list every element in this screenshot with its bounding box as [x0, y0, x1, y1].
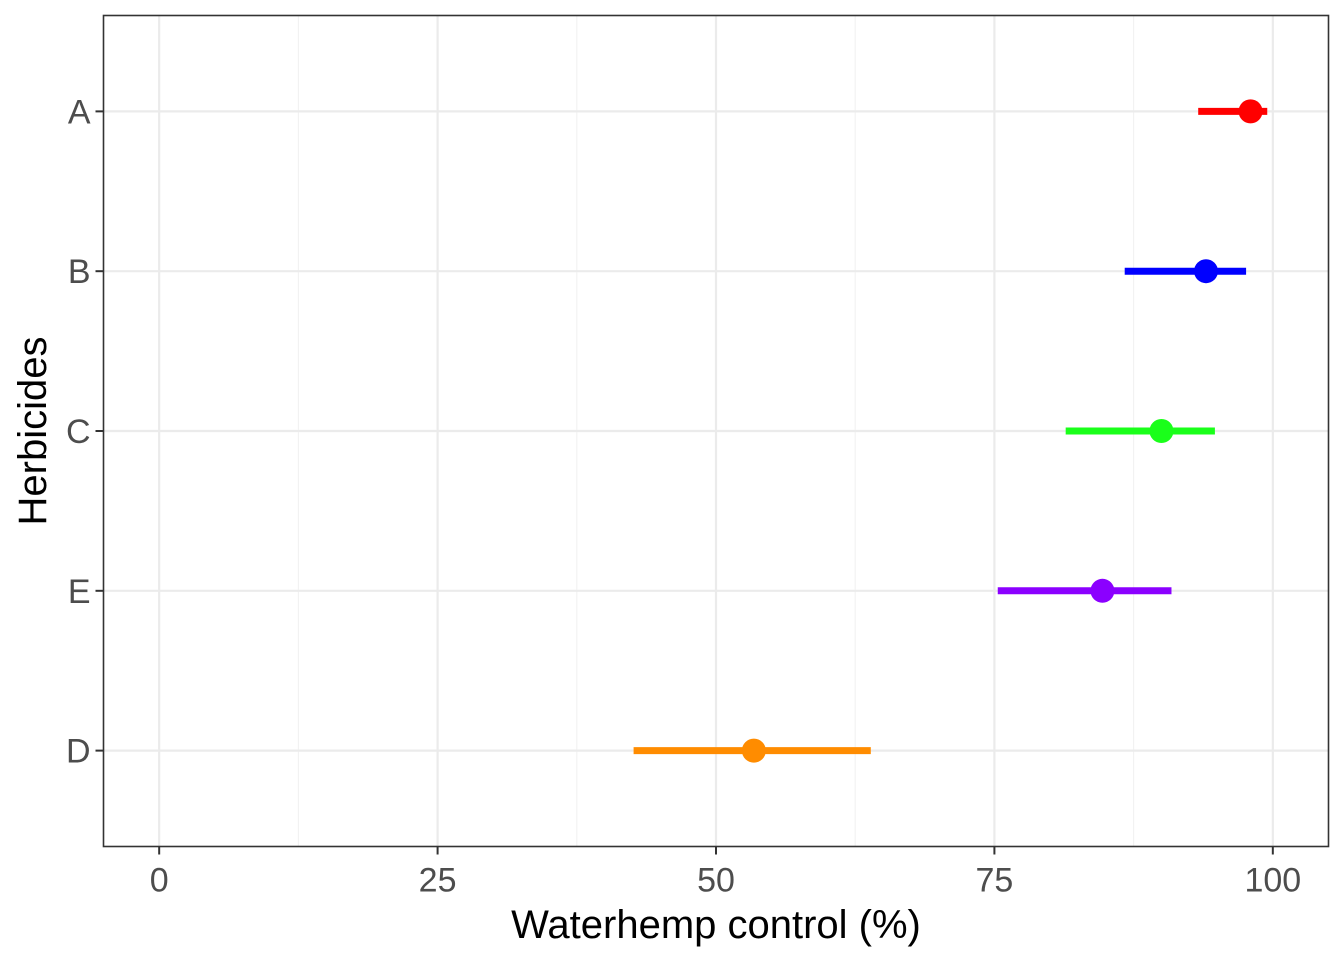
y-tick-label: D — [66, 733, 91, 771]
point-estimate-c — [1149, 419, 1174, 443]
point-estimate-e — [1090, 578, 1115, 603]
x-tick-label: 0 — [150, 862, 169, 900]
y-tick-label: E — [68, 573, 91, 611]
x-axis-title: Waterhemp control (%) — [511, 903, 921, 947]
point-estimate-d — [741, 738, 766, 763]
y-tick-label: C — [66, 413, 91, 451]
x-tick-label: 25 — [419, 862, 457, 900]
point-estimate-b — [1194, 259, 1218, 284]
axis-layer: 0 25 50 75 100 A B C E D — [66, 93, 1301, 899]
x-tick-label: 50 — [697, 862, 735, 900]
y-axis-title: Herbicides — [11, 337, 55, 526]
point-estimate-a — [1238, 99, 1263, 124]
y-tick-label: B — [68, 253, 91, 291]
y-tick-label: A — [68, 93, 91, 131]
x-tick-label: 75 — [975, 862, 1013, 900]
x-tick-label: 100 — [1244, 862, 1301, 900]
marks-layer — [633, 99, 1268, 763]
